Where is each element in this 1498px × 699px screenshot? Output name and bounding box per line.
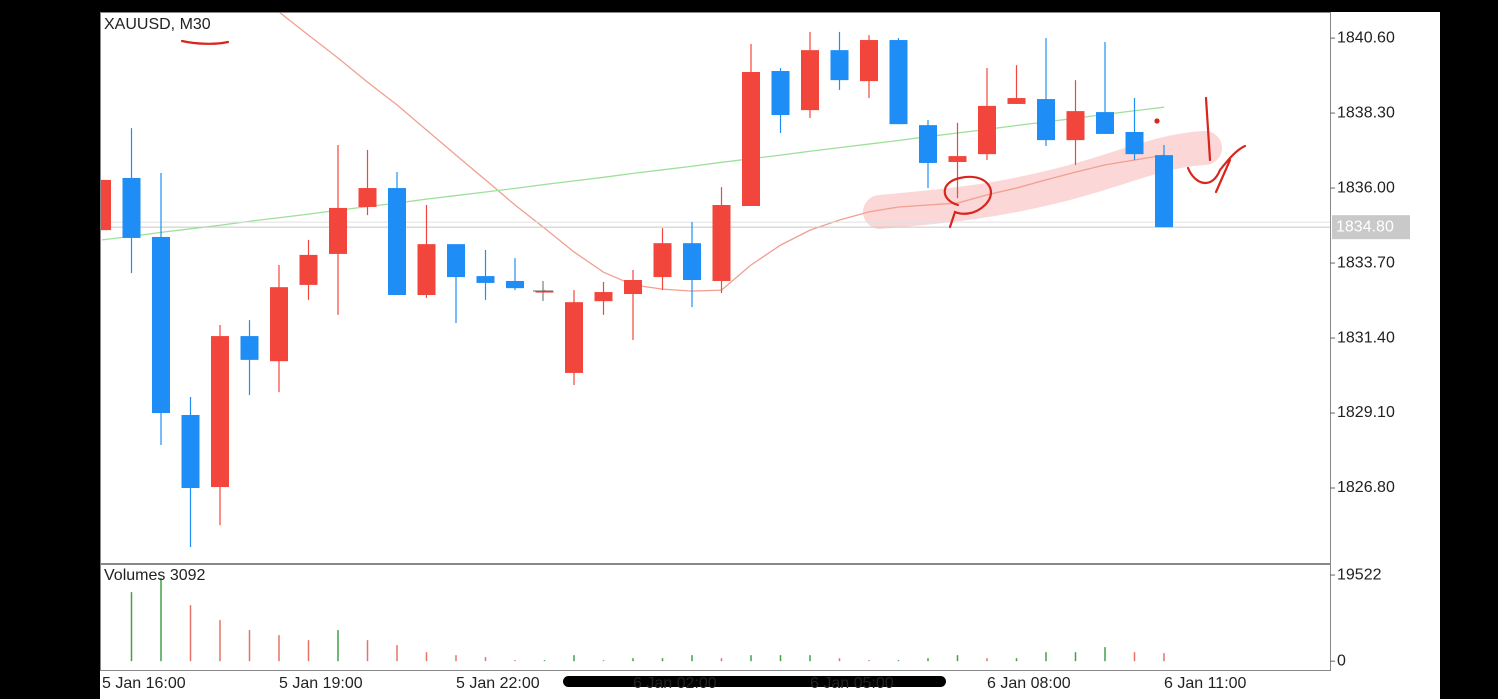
- chart-title: XAUUSD, M30: [104, 16, 211, 33]
- volume-area: [130, 578, 1165, 662]
- candle-body: [329, 207, 347, 254]
- volume-frame: [100, 564, 1331, 671]
- candle-body: [299, 254, 318, 285]
- candle-body: [594, 292, 613, 302]
- x-tick-label: 5 Jan 16:00: [102, 675, 186, 692]
- volume-title: Volumes 3092: [104, 567, 206, 584]
- candle-body: [101, 179, 111, 231]
- candle-body: [742, 71, 760, 206]
- candle-body: [476, 276, 495, 283]
- price-frame: [100, 12, 1331, 564]
- candle-body: [1007, 98, 1026, 104]
- candle-body: [270, 287, 288, 362]
- y-tick-label: 0: [1337, 652, 1346, 669]
- y-tick-label: 1831.40: [1337, 329, 1395, 346]
- candle-body: [712, 205, 731, 281]
- candle-body: [535, 291, 554, 293]
- candle-body: [1155, 155, 1173, 228]
- candle-body: [1125, 131, 1144, 155]
- y-tick-label: 1833.70: [1337, 254, 1395, 271]
- y-tick-label: 1826.80: [1337, 479, 1395, 496]
- y-tick-label: 1836.00: [1337, 179, 1395, 196]
- candle-body: [948, 156, 967, 162]
- candle-body: [565, 302, 583, 373]
- candle-body: [181, 414, 200, 489]
- candle-body: [801, 50, 819, 111]
- x-tick-label: 5 Jan 19:00: [279, 675, 363, 692]
- x-tick-label: 6 Jan 08:00: [987, 675, 1071, 692]
- current-price-box: [1332, 215, 1410, 240]
- x-tick-label: 6 Jan 05:00: [810, 675, 894, 692]
- candle-body: [240, 336, 259, 360]
- candle-body: [830, 50, 849, 81]
- candle-body: [978, 105, 996, 155]
- candle-body: [1096, 112, 1114, 134]
- y-tick-label: 19522: [1337, 566, 1382, 583]
- y-tick-label: 1829.10: [1337, 404, 1395, 421]
- x-tick-label: 6 Jan 02:00: [633, 675, 717, 692]
- current-price-label: 1834.80: [1336, 218, 1394, 235]
- pen-annotations: [180, 39, 1247, 229]
- candle-body: [388, 188, 406, 295]
- candle-body: [211, 336, 229, 488]
- candle-body: [653, 243, 672, 278]
- candle-body: [683, 243, 701, 281]
- candle-body: [1037, 99, 1055, 141]
- plot-area: [101, 13, 1330, 548]
- chart-background: [100, 12, 1440, 699]
- candle-body: [447, 244, 465, 278]
- candle-body: [152, 236, 170, 414]
- candle-body: [919, 125, 937, 163]
- candle-body: [624, 280, 642, 295]
- candle-body: [889, 40, 908, 125]
- candle-body: [771, 71, 790, 116]
- y-tick-label: 1838.30: [1337, 104, 1395, 121]
- y-tick-label: 1840.60: [1337, 29, 1395, 46]
- candle-body: [358, 188, 377, 207]
- home-indicator: [563, 676, 946, 687]
- candle-body: [417, 244, 436, 295]
- x-tick-label: 5 Jan 22:00: [456, 675, 540, 692]
- candle-body: [506, 280, 524, 289]
- candle-body: [860, 40, 878, 82]
- candle-body: [122, 177, 141, 238]
- x-tick-label: 6 Jan 11:00: [1164, 675, 1247, 692]
- candle-body: [1066, 111, 1085, 141]
- crosshair: [533, 281, 553, 301]
